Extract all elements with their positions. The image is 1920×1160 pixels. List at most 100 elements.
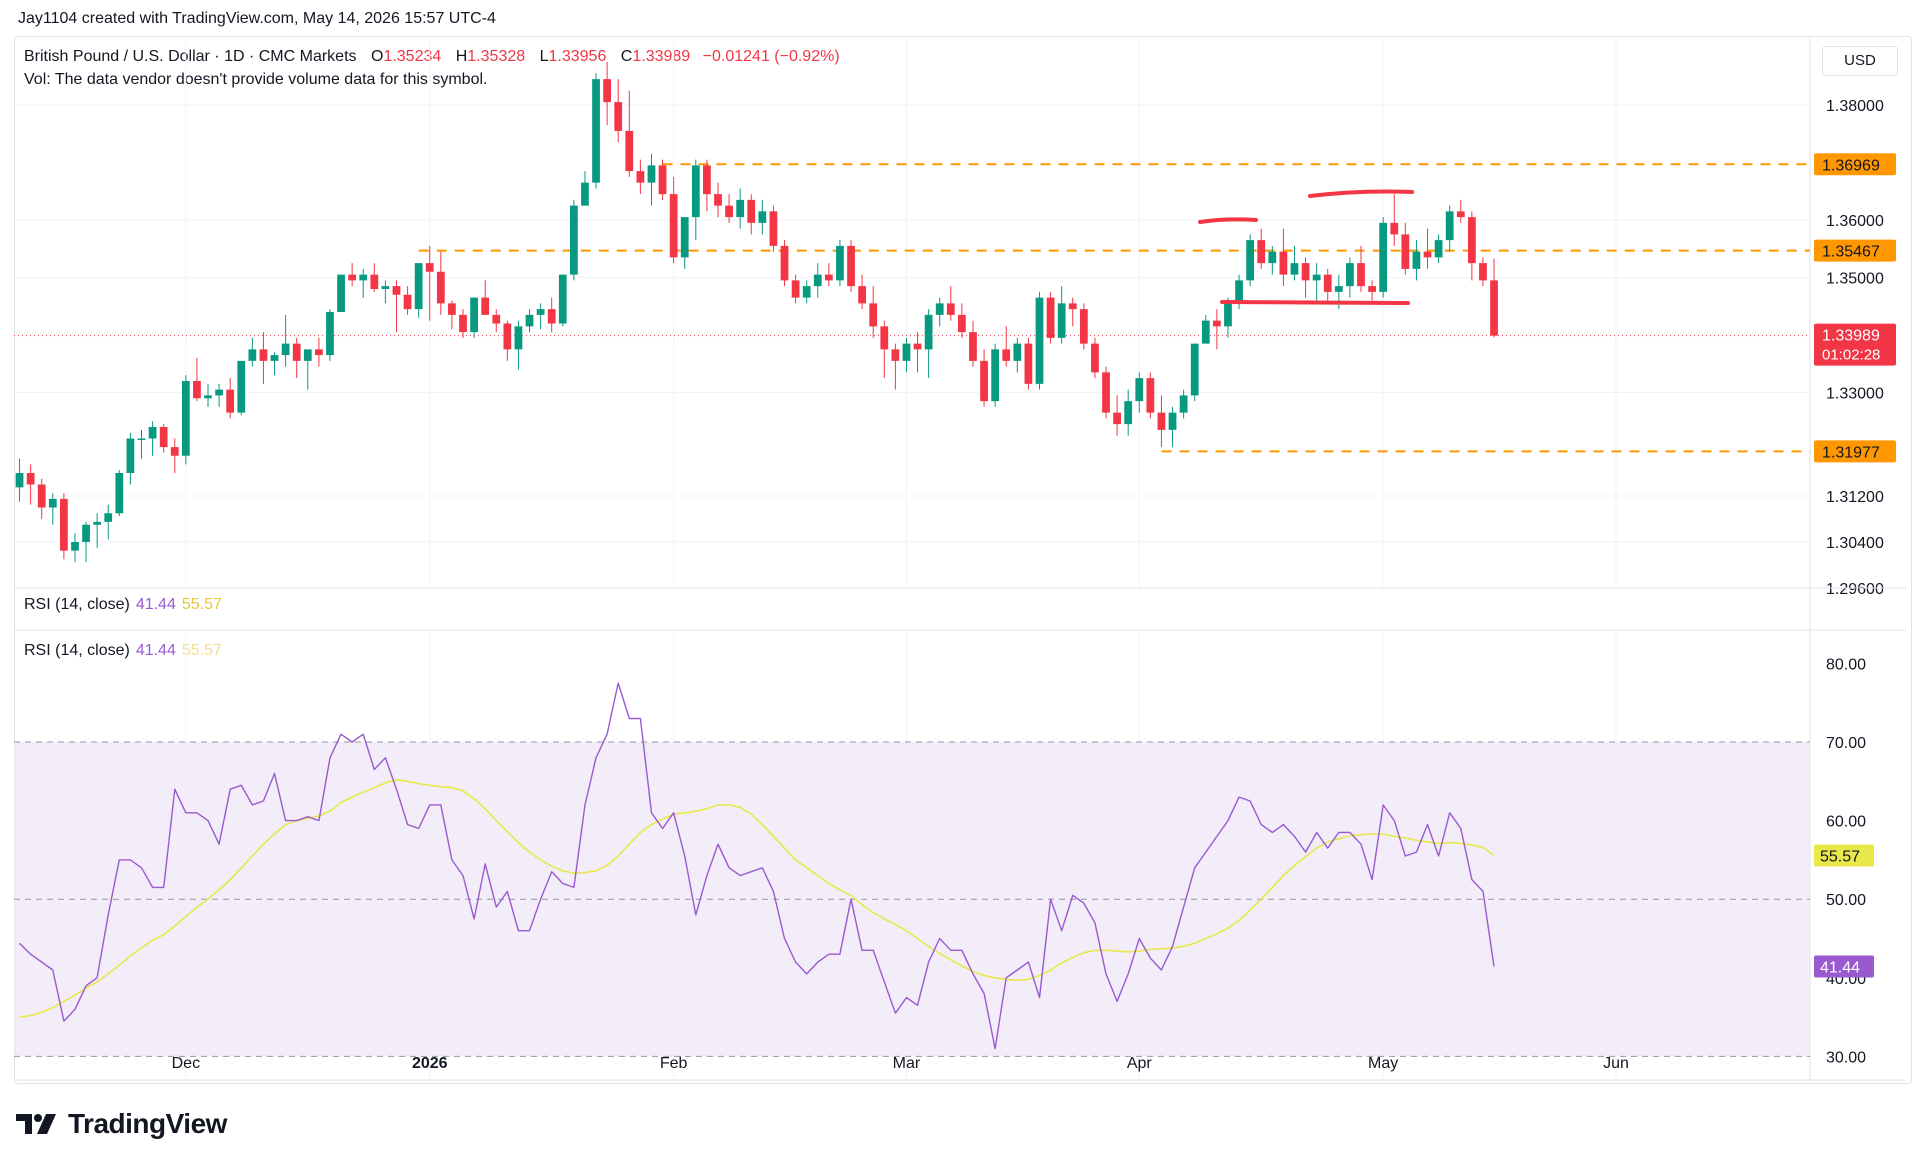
candle-up [1445,211,1454,241]
candle-down [26,473,35,485]
candle-up [104,513,113,522]
time-axis-label: Apr [1127,1055,1153,1072]
candle-down [370,274,379,289]
rsi-legend-value: 41.44 [135,596,176,613]
candle-down [636,171,645,183]
candle-up [1201,320,1210,344]
time-axis-label: Dec [172,1055,200,1072]
candle-up [470,297,478,333]
candle-down [1157,412,1166,430]
rsi-axis-tick-label: 70.00 [1826,735,1866,752]
candle-down [769,211,778,246]
candle-up [1013,343,1022,361]
candle-down [658,165,667,195]
price-axis-tick-label: 1.29600 [1826,581,1884,598]
candle-up [126,438,135,473]
candle-down [1079,309,1088,344]
candle-down [503,323,512,350]
candle-down [1146,378,1155,413]
candle-down [1091,343,1099,373]
candle-up [836,245,844,281]
candle-down [159,427,168,448]
candle-up [902,343,911,361]
rsi-ma-value-tag [1814,844,1874,867]
candle-down [193,381,201,399]
rsi-legend-label: RSI (14, close) [24,642,130,659]
candle-down [1102,372,1110,413]
candle-up [991,349,1000,402]
rsi-legend-label: RSI (14, close) [24,596,130,613]
candle-down [869,303,878,327]
candle-up [148,427,157,439]
candle-up [802,286,811,298]
candle-up [647,165,656,183]
candle-down [1279,251,1288,275]
candle-up [181,381,190,456]
candle-down [392,286,401,295]
time-axis-label: 2026 [412,1055,448,1072]
candle-down [1257,240,1266,264]
candle-down [403,294,412,310]
rsi-axis-tick-label: 30.00 [1826,1049,1866,1066]
candle-up [1168,412,1177,430]
candle-up [137,438,146,440]
price-axis-tick-label: 1.31200 [1826,489,1884,506]
candle-down [259,349,268,361]
time-axis-label: May [1368,1055,1398,1072]
tradingview-logo-icon [16,1114,56,1134]
chart-frame [14,36,1912,1084]
candle-up [1334,286,1343,292]
candle-down [714,194,722,206]
rsi-legend-2[interactable]: RSI (14, close) 41.44 55.57 [24,642,222,660]
rsi-ma-line [19,778,1495,1018]
candle-down [348,274,357,281]
candle-down [1113,412,1121,425]
candle-down [459,314,467,333]
symbol-description[interactable]: British Pound / U.S. Dollar · 1D · CMC M… [24,48,357,65]
candle-up [736,199,745,218]
rsi-value-tag [1814,955,1874,978]
candle-up [1224,303,1232,327]
rsi-value-tag-label: 41.44 [1820,960,1860,977]
candle-up [82,524,90,542]
candle-down [1301,263,1310,281]
candle-down [725,205,733,218]
close-label: C [620,48,633,65]
candle-up [514,326,523,350]
rsi-line [19,682,1495,1050]
level-price-tag-label: 1.35467 [1822,244,1880,261]
candle-down [1390,222,1399,235]
candle-down [1423,251,1432,258]
candle-up [237,360,246,413]
candle-up [1190,343,1199,396]
candle-up [215,389,223,396]
candle-up [1434,240,1443,258]
time-axis-label: Jun [1603,1055,1629,1072]
candle-up [525,314,534,327]
tradingview-logo[interactable]: TradingView [16,1108,227,1140]
candle-down [292,343,301,361]
annotation-mark [1220,300,1410,305]
rsi-axis-tick-label: 60.00 [1826,814,1866,831]
rsi-legend-1[interactable]: RSI (14, close) 41.44 55.57 [24,596,222,614]
candle-up [281,343,290,356]
level-price-tag-label: 1.36969 [1822,157,1880,174]
candle-up [680,217,689,258]
open-label: O [370,48,384,65]
level-price-tag [1814,239,1896,262]
candle-up [758,211,767,223]
annotation-mark [1308,189,1414,198]
candle-up [1124,401,1133,425]
candle-down [880,326,889,350]
candle-up [1135,378,1144,402]
candle-up [381,286,390,289]
candle-up [1290,263,1299,275]
candle-down [1467,217,1476,264]
candle-down [791,280,800,298]
candle-up [414,263,423,310]
candle-down [37,484,46,508]
candle-up [204,395,212,399]
currency-selector[interactable]: USD [1822,46,1898,76]
candle-up [359,274,368,281]
